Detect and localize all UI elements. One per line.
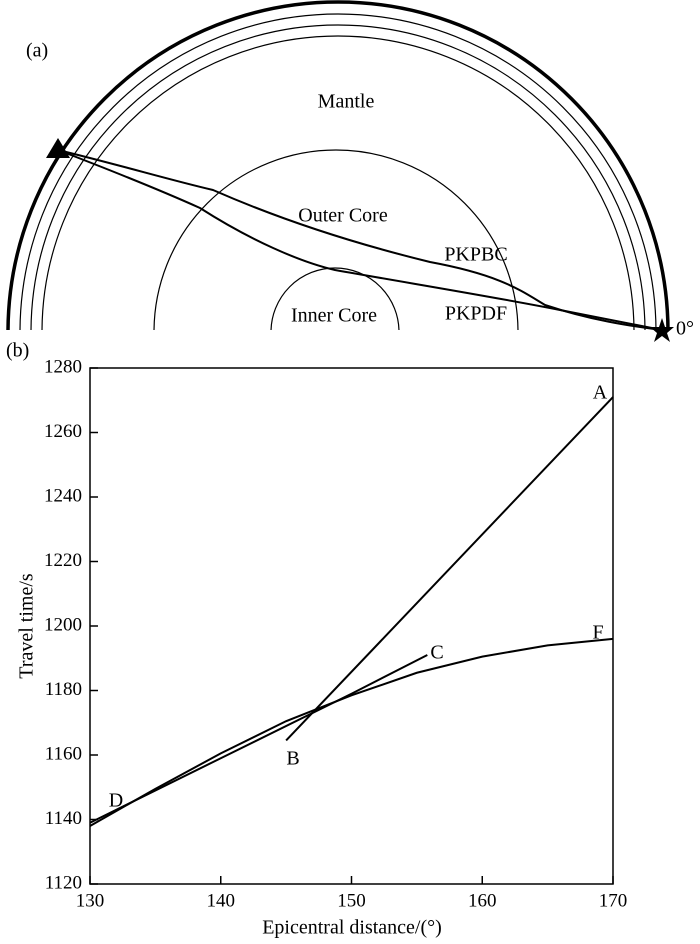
region-label: Outer Core (298, 205, 388, 227)
panel-label: (a) (26, 40, 48, 62)
ray-label: PKPBC (444, 244, 507, 266)
point-label: C (430, 642, 443, 664)
station (46, 138, 70, 158)
point-label: F (592, 622, 603, 644)
y-axis-label: Travel time/s (16, 573, 38, 679)
point-label: B (286, 748, 299, 770)
panel-label: (b) (6, 340, 29, 362)
earth-diagram (6, 0, 670, 330)
region-label: Inner Core (291, 305, 377, 327)
y-tick-label: 1240 (44, 485, 82, 506)
x-tick-label: 130 (76, 890, 105, 911)
y-tick-label: 1160 (45, 743, 82, 764)
y-tick-label: 1280 (44, 356, 82, 377)
x-tick-label: 160 (468, 890, 497, 911)
plot-frame (89, 367, 614, 885)
y-tick-label: 1140 (45, 808, 82, 829)
point-label: A (593, 382, 608, 404)
x-tick-label: 170 (599, 890, 628, 911)
region-label: Mantle (318, 91, 375, 113)
curve (89, 654, 428, 824)
y-tick-label: 1180 (45, 679, 82, 700)
ray-pkpbc (57, 149, 663, 330)
y-tick-label: 1260 (44, 421, 82, 442)
ray-pkpdf (57, 149, 663, 330)
x-tick-label: 150 (337, 890, 366, 911)
layer (30, 24, 646, 330)
inner-core-boundary (270, 267, 400, 330)
y-tick-label: 1200 (44, 614, 82, 635)
y-tick-label: 1120 (45, 872, 82, 893)
source (650, 318, 674, 342)
x-tick-label: 140 (207, 890, 236, 911)
outer-core-boundary (153, 149, 519, 330)
layer (41, 35, 635, 330)
ray-label: PKPDF (445, 303, 507, 325)
curve (89, 637, 614, 827)
surface (6, 0, 670, 330)
point-label: D (109, 790, 123, 812)
x-axis-label: Epicentral distance/(°) (262, 917, 442, 939)
curve (285, 396, 614, 742)
y-tick-label: 1220 (44, 550, 82, 571)
layer (19, 13, 657, 330)
angle-label: 0° (676, 318, 694, 340)
